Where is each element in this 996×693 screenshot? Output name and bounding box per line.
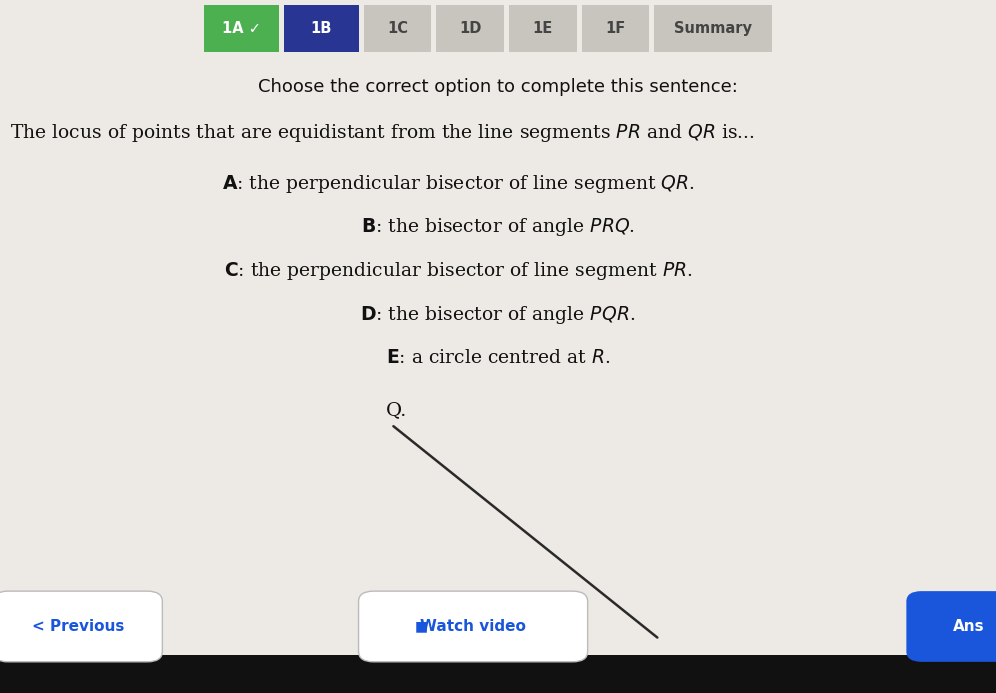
FancyBboxPatch shape — [906, 591, 996, 662]
Text: 1F: 1F — [606, 21, 625, 36]
FancyBboxPatch shape — [364, 5, 431, 52]
FancyBboxPatch shape — [284, 5, 359, 52]
Text: Summary: Summary — [674, 21, 752, 36]
FancyBboxPatch shape — [359, 591, 588, 662]
FancyBboxPatch shape — [582, 5, 649, 52]
Text: $\mathbf{D}$: the bisector of angle $PQR$.: $\mathbf{D}$: the bisector of angle $PQR… — [361, 304, 635, 326]
Text: $\mathbf{C}$: the perpendicular bisector of line segment $PR$.: $\mathbf{C}$: the perpendicular bisector… — [224, 260, 692, 282]
FancyBboxPatch shape — [436, 5, 504, 52]
Text: Choose the correct option to complete this sentence:: Choose the correct option to complete th… — [258, 78, 738, 96]
Text: The locus of points that are equidistant from the line segments $PR$ and $QR$ is: The locus of points that are equidistant… — [10, 122, 755, 144]
Text: Q.: Q. — [385, 401, 406, 419]
FancyBboxPatch shape — [654, 5, 772, 52]
FancyBboxPatch shape — [0, 591, 162, 662]
Text: Ans: Ans — [953, 619, 985, 634]
Text: $\mathbf{E}$: a circle centred at $R$.: $\mathbf{E}$: a circle centred at $R$. — [385, 349, 611, 367]
Text: $\mathbf{B}$: the bisector of angle $PRQ$.: $\mathbf{B}$: the bisector of angle $PRQ… — [361, 216, 635, 238]
Text: 1C: 1C — [386, 21, 408, 36]
Text: ■: ■ — [414, 620, 427, 633]
Text: 1E: 1E — [533, 21, 553, 36]
Text: Watch video: Watch video — [420, 619, 526, 634]
Text: $\mathbf{A}$: the perpendicular bisector of line segment $QR$.: $\mathbf{A}$: the perpendicular bisector… — [222, 173, 694, 195]
Text: 1A ✓: 1A ✓ — [222, 21, 261, 36]
Text: 1B: 1B — [311, 21, 332, 36]
Text: 1D: 1D — [459, 21, 481, 36]
FancyBboxPatch shape — [509, 5, 577, 52]
FancyBboxPatch shape — [204, 5, 279, 52]
FancyBboxPatch shape — [0, 655, 996, 693]
Text: < Previous: < Previous — [32, 619, 124, 634]
